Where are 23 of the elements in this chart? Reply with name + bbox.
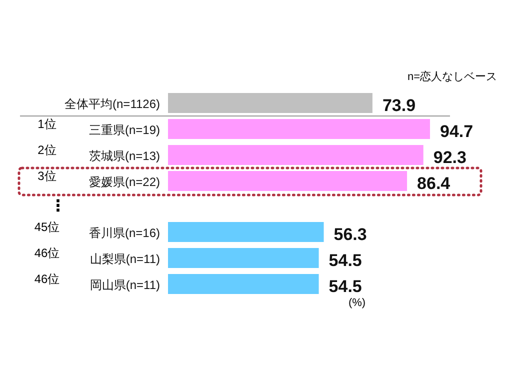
y-tick-label: 香川県(n=16)	[88, 226, 160, 240]
text: 46位	[34, 272, 60, 286]
y-tick-label: 岡山県(n=11)	[90, 278, 160, 292]
text: ⋮	[50, 198, 66, 215]
text: n=恋人なしベース	[407, 70, 497, 83]
data-label: 92.3	[433, 148, 466, 167]
annotation: (%)	[348, 297, 366, 309]
y-tick-label: 愛媛県(n=22)	[88, 175, 160, 189]
data-label: 73.9	[382, 96, 416, 115]
text: 2位	[38, 143, 56, 157]
y-tick-label: 茨城県(n=13)	[88, 149, 160, 163]
text: 1位	[38, 117, 56, 131]
text: 45位	[34, 220, 60, 234]
y-tick-label: 山梨県(n=11)	[90, 252, 160, 266]
y-tick-label: 全体平均(n=1126)	[64, 97, 160, 111]
data-label: 54.5	[328, 277, 362, 296]
data-label: 54.5	[328, 251, 362, 270]
text: 46位	[34, 246, 60, 260]
text: 3位	[38, 169, 56, 183]
y-tick-label: 三重県(n=19)	[88, 123, 160, 137]
data-label: 94.7	[440, 122, 474, 141]
data-label: 86.4	[417, 174, 451, 193]
data-label: 56.3	[334, 225, 367, 244]
